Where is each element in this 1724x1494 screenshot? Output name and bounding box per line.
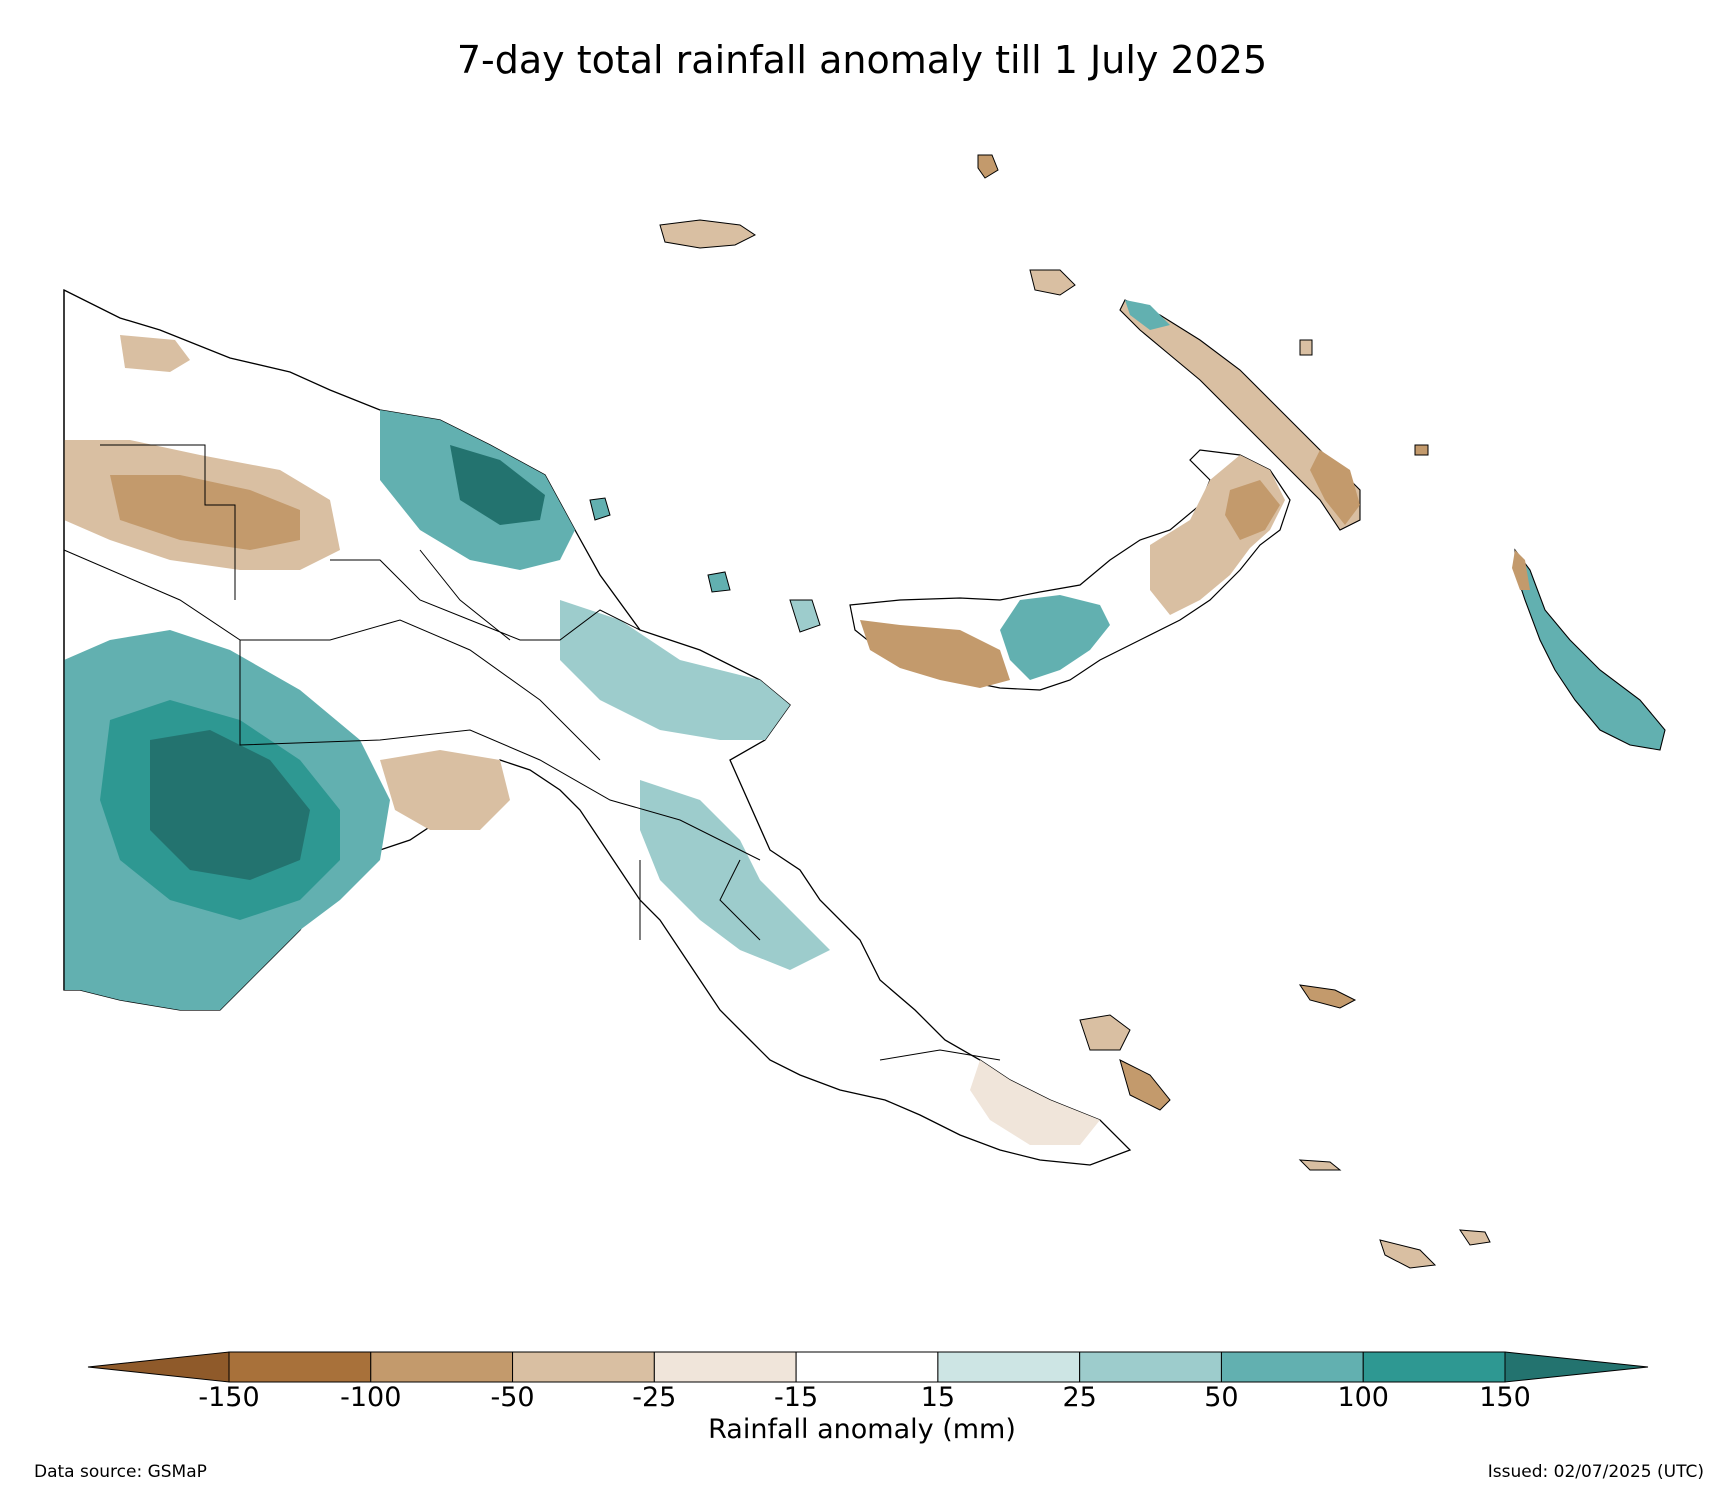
colorbar-bin xyxy=(1079,1351,1222,1383)
issued-date: Issued: 02/07/2025 (UTC) xyxy=(1487,1462,1704,1482)
fergusson-island xyxy=(1119,1059,1171,1111)
manus-island xyxy=(659,219,756,249)
colorbar-bin xyxy=(370,1351,514,1383)
colorbar-tick-label: 150 xyxy=(1479,1382,1531,1413)
anomaly-dry-new-britain-west xyxy=(860,620,1010,688)
data-source: Data source: GSMaP xyxy=(34,1462,207,1482)
colorbar-extend-min xyxy=(87,1351,230,1383)
colorbar-bin xyxy=(795,1351,939,1383)
karkar-island xyxy=(589,497,611,521)
bougainville xyxy=(1512,548,1666,751)
anomaly-wet-new-britain-south xyxy=(1000,595,1110,680)
anomaly-wet-morobe xyxy=(640,780,830,970)
goodenough-island xyxy=(1079,1014,1131,1051)
colorbar-tick-label: -150 xyxy=(198,1382,260,1413)
colorbar-tick-label: -50 xyxy=(490,1382,535,1413)
long-island xyxy=(707,571,731,593)
colorbar-tick-label: 25 xyxy=(1062,1382,1097,1413)
umboi-island xyxy=(789,599,821,633)
colorbar-tick-label: 15 xyxy=(920,1382,956,1413)
lihir-island xyxy=(1299,339,1313,356)
new-ireland-outline xyxy=(1119,299,1361,531)
map-title: 7-day total rainfall anomaly till 1 July… xyxy=(456,38,1268,82)
anomaly-very-dry-gazelle xyxy=(1225,480,1280,540)
tagula-island xyxy=(1459,1229,1491,1246)
new-britain xyxy=(849,449,1291,691)
colorbar-bin xyxy=(937,1351,1081,1383)
anomaly-dry-new-ireland-south xyxy=(1310,450,1360,525)
colorbar-tick-label: -15 xyxy=(774,1382,819,1413)
eastern-islands xyxy=(589,154,1491,1269)
colorbar-extend-max xyxy=(1504,1351,1649,1383)
new-ireland xyxy=(1119,299,1361,531)
misima-island xyxy=(1298,1159,1342,1171)
colorbar-bin xyxy=(653,1351,797,1383)
anomaly-dry-gulf xyxy=(380,750,510,830)
colorbar-label: Rainfall anomaly (mm) xyxy=(708,1414,1016,1445)
anomaly-slightly-dry-north xyxy=(120,335,190,372)
new-hanover-island xyxy=(1029,269,1076,296)
anomaly-very-wet-sepik-coast xyxy=(450,445,545,525)
colorbar-tick-label: 50 xyxy=(1204,1382,1239,1413)
tabar-island xyxy=(1414,444,1429,456)
colorbar-tick-label: -25 xyxy=(632,1382,677,1413)
rossel-island xyxy=(1379,1239,1437,1269)
colorbar-bin xyxy=(1220,1351,1364,1383)
anomaly-extreme-wet-southwest xyxy=(150,730,310,880)
anomaly-dry-buka xyxy=(1512,550,1530,590)
anomaly-wet-madang xyxy=(560,600,790,740)
colorbar-bin xyxy=(1362,1351,1506,1383)
colorbar-tick-label: -100 xyxy=(340,1382,402,1413)
province-borders xyxy=(63,444,1001,1061)
bougainville-outline xyxy=(1514,548,1666,751)
mussau-island xyxy=(977,154,999,179)
anomaly-slightly-dry-milne-bay xyxy=(970,1060,1100,1145)
colorbar-bin xyxy=(228,1351,372,1383)
woodlark-island xyxy=(1298,984,1357,1009)
anomaly-very-dry-west-highlands xyxy=(110,475,300,550)
colorbar-bin xyxy=(512,1351,655,1383)
colorbar xyxy=(87,1351,1649,1383)
mainland-png xyxy=(63,288,1132,1166)
anomaly-wet-new-ireland-north xyxy=(1125,300,1170,330)
colorbar-tick-label: 100 xyxy=(1337,1382,1389,1413)
manus-outline xyxy=(659,219,756,249)
